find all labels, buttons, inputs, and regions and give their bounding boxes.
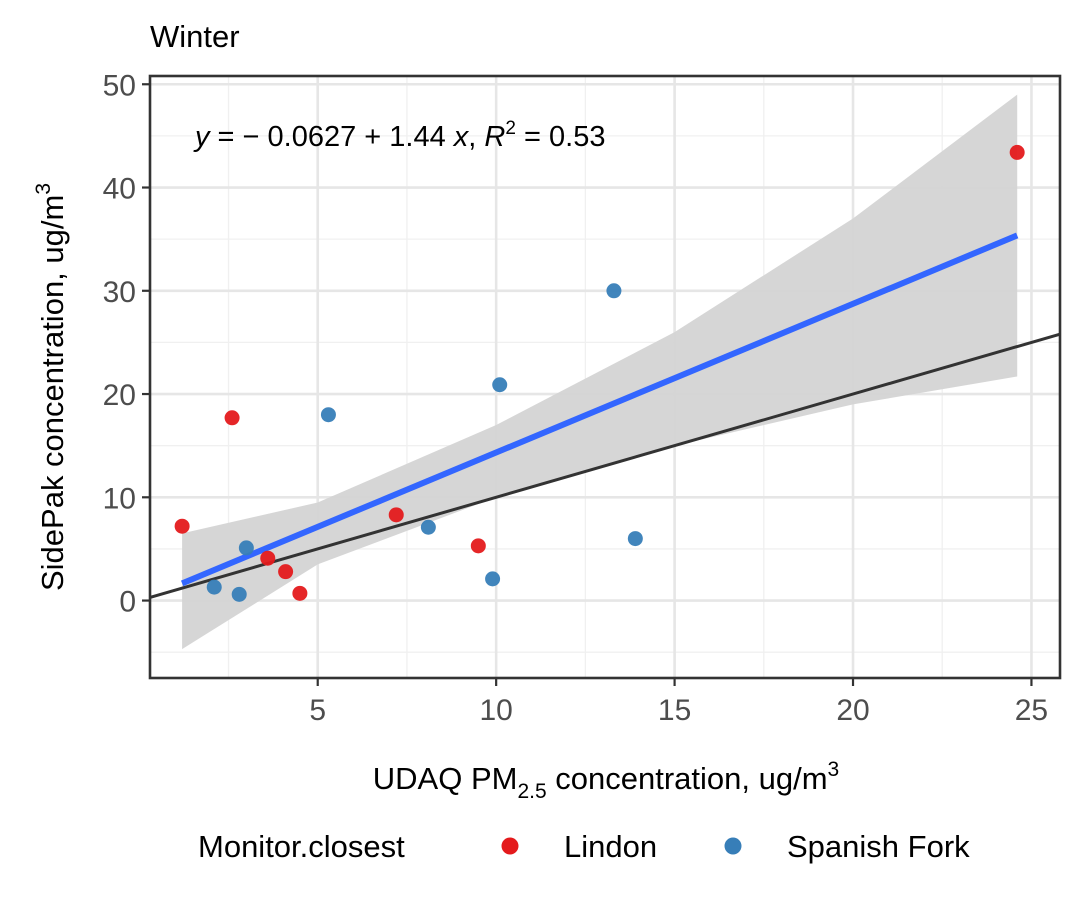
x-tick-label: 20 (836, 694, 869, 727)
point-lindon (292, 585, 308, 601)
y-tick-label: 40 (103, 173, 136, 206)
legend-key-lindon (501, 837, 519, 855)
y-tick-label: 50 (103, 69, 136, 102)
y-axis-title: SidePak concentration, ug/m3 (32, 183, 70, 591)
point-lindon (388, 507, 404, 523)
point-lindon (224, 410, 240, 426)
y-tick-label: 30 (103, 276, 136, 309)
point-spanish-fork (627, 531, 643, 547)
point-lindon (1009, 144, 1025, 160)
eq-y: y (193, 121, 211, 153)
x-tick-label: 10 (479, 694, 512, 727)
eq-r-sup: 2 (505, 118, 516, 139)
points-layer (174, 144, 1025, 602)
y-tick-label: 0 (119, 586, 136, 619)
y-axis-title-sup: 3 (32, 183, 55, 195)
panel-border (148, 74, 1062, 680)
point-spanish-fork (320, 407, 336, 423)
point-lindon (278, 564, 294, 580)
x-axis-title-sup: 3 (828, 758, 840, 781)
x-tick-label: 5 (309, 694, 326, 727)
lines-layer (149, 232, 1061, 599)
x-tick-label: 15 (658, 694, 691, 727)
point-spanish-fork (606, 283, 622, 299)
eq-r: R (484, 121, 505, 153)
regression-equation: y = − 0.0627 + 1.44 x, R2 = 0.53 (193, 118, 605, 153)
y-tick-label: 10 (103, 482, 136, 515)
panel-frame-layer (148, 74, 1062, 680)
identity-line (149, 332, 1061, 599)
y-tick-label: 20 (103, 379, 136, 412)
point-lindon (260, 550, 276, 566)
legend-label-lindon: Lindon (564, 829, 657, 864)
legend-key-spanish-fork (724, 837, 742, 855)
point-spanish-fork (485, 571, 501, 587)
legend: Monitor.closest Lindon Spanish Fork (198, 829, 970, 864)
point-lindon (470, 538, 486, 554)
x-axis-title-rest: concentration, ug/m (547, 761, 828, 796)
legend-title: Monitor.closest (198, 829, 405, 864)
eq-comma: , (468, 121, 484, 153)
legend-label-spanish-fork: Spanish Fork (787, 829, 970, 864)
point-spanish-fork (492, 377, 508, 393)
x-axis-title-sub: 2.5 (517, 780, 546, 803)
point-spanish-fork (420, 519, 436, 535)
eq-part1: = − 0.0627 + 1.44 (210, 121, 454, 153)
tick-layer: 5 10 15 20 25 0 10 20 30 40 50 (103, 69, 1049, 727)
regression-line (180, 232, 1019, 587)
point-spanish-fork (231, 586, 247, 602)
point-spanish-fork (238, 540, 254, 556)
y-axis-title-main: SidePak concentration, ug/m (35, 195, 70, 591)
x-axis-title: UDAQ PM2.5 concentration, ug/m3 (373, 758, 839, 803)
chart-title: Winter (150, 19, 240, 54)
point-lindon (174, 518, 190, 534)
point-spanish-fork (206, 579, 222, 595)
x-tick-label: 25 (1015, 694, 1048, 727)
x-axis-title-main: UDAQ PM (373, 761, 518, 796)
eq-x: x (452, 121, 470, 153)
eq-part2: = 0.53 (516, 121, 606, 153)
